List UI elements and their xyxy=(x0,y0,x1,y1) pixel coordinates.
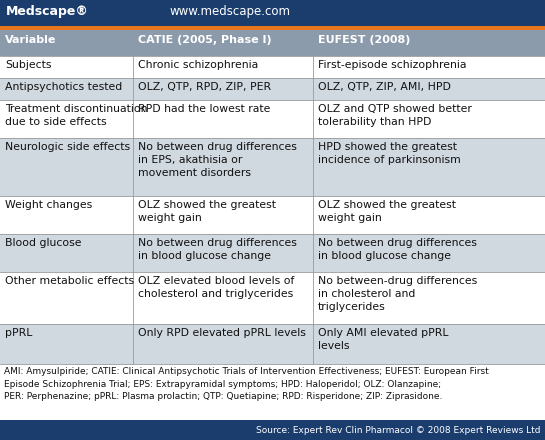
Text: pPRL: pPRL xyxy=(5,328,32,338)
Bar xyxy=(0,0,545,26)
Text: OLZ elevated blood levels of
cholesterol and triglycerides: OLZ elevated blood levels of cholesterol… xyxy=(138,276,294,299)
Text: No between drug differences
in EPS, akathisia or
movement disorders: No between drug differences in EPS, akat… xyxy=(138,142,297,178)
Text: Medscape®: Medscape® xyxy=(6,5,89,18)
Bar xyxy=(0,196,545,234)
Bar xyxy=(0,78,545,100)
Text: Source: Expert Rev Clin Pharmacol © 2008 Expert Reviews Ltd: Source: Expert Rev Clin Pharmacol © 2008… xyxy=(256,425,540,435)
Text: www.medscape.com: www.medscape.com xyxy=(170,5,291,18)
Text: Only RPD elevated pPRL levels: Only RPD elevated pPRL levels xyxy=(138,328,306,338)
Bar xyxy=(0,138,545,196)
Text: HPD showed the greatest
incidence of parkinsonism: HPD showed the greatest incidence of par… xyxy=(318,142,461,165)
Text: OLZ, QTP, ZIP, AMI, HPD: OLZ, QTP, ZIP, AMI, HPD xyxy=(318,82,451,92)
Text: Neurologic side effects: Neurologic side effects xyxy=(5,142,130,152)
Text: Antipsychotics tested: Antipsychotics tested xyxy=(5,82,122,92)
Text: Chronic schizophrenia: Chronic schizophrenia xyxy=(138,60,258,70)
Text: Weight changes: Weight changes xyxy=(5,200,92,210)
Bar xyxy=(0,100,545,138)
Text: Subjects: Subjects xyxy=(5,60,51,70)
Text: Blood glucose: Blood glucose xyxy=(5,238,82,248)
Text: No between drug differences
in blood glucose change: No between drug differences in blood glu… xyxy=(318,238,477,261)
Text: Other metabolic effects: Other metabolic effects xyxy=(5,276,134,286)
Text: OLZ showed the greatest
weight gain: OLZ showed the greatest weight gain xyxy=(318,200,456,223)
Text: Variable: Variable xyxy=(5,35,56,45)
Text: AMI: Amysulpiride; CATIE: Clinical Antipsychotic Trials of Intervention Effectiv: AMI: Amysulpiride; CATIE: Clinical Antip… xyxy=(4,367,489,401)
Text: OLZ showed the greatest
weight gain: OLZ showed the greatest weight gain xyxy=(138,200,276,223)
Bar xyxy=(0,56,545,78)
Text: Treatment discontinuation
due to side effects: Treatment discontinuation due to side ef… xyxy=(5,104,148,127)
Text: OLZ, QTP, RPD, ZIP, PER: OLZ, QTP, RPD, ZIP, PER xyxy=(138,82,271,92)
Bar xyxy=(0,364,545,420)
Bar xyxy=(0,324,545,364)
Bar xyxy=(0,420,545,440)
Text: No between-drug differences
in cholesterol and
triglycerides: No between-drug differences in cholester… xyxy=(318,276,477,312)
Text: RPD had the lowest rate: RPD had the lowest rate xyxy=(138,104,270,114)
Text: First-episode schizophrenia: First-episode schizophrenia xyxy=(318,60,467,70)
Text: CATIE (2005, Phase I): CATIE (2005, Phase I) xyxy=(138,35,271,45)
Text: Only AMI elevated pPRL
levels: Only AMI elevated pPRL levels xyxy=(318,328,449,351)
Bar xyxy=(0,30,545,56)
Text: EUFEST (2008): EUFEST (2008) xyxy=(318,35,410,45)
Bar xyxy=(0,234,545,272)
Text: OLZ and QTP showed better
tolerability than HPD: OLZ and QTP showed better tolerability t… xyxy=(318,104,472,127)
Bar xyxy=(0,26,545,30)
Bar xyxy=(0,272,545,324)
Text: No between drug differences
in blood glucose change: No between drug differences in blood glu… xyxy=(138,238,297,261)
